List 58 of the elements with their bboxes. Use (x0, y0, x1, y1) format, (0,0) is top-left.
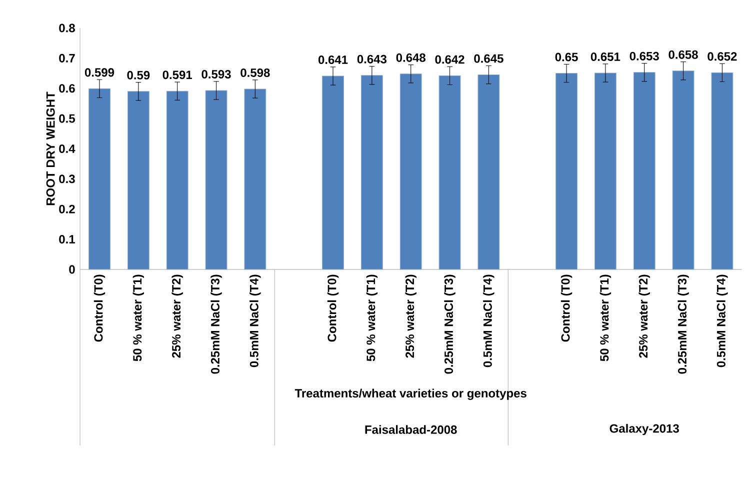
data-label: 0.593 (202, 70, 231, 79)
x-tick-label: 50 % water (T1) (132, 274, 144, 362)
x-tick-label: 0.25mM NaCl (T3) (678, 274, 689, 374)
data-label: 0.643 (357, 55, 387, 64)
x-tick-label: 50 % water (T1) (366, 274, 378, 362)
x-tick-label: Control (T0) (327, 274, 339, 342)
bar (360, 75, 383, 270)
data-label: 0.651 (590, 52, 620, 62)
data-label: 0.645 (474, 54, 504, 64)
data-label: 0.598 (240, 68, 270, 78)
data-label: 0.591 (162, 70, 192, 80)
y-tick-label: 0.5 (59, 114, 75, 124)
x-tick-label: 0.5mM NaCl (T4) (483, 274, 494, 368)
data-label: 0.658 (668, 50, 698, 60)
data-label: 0.642 (435, 55, 464, 64)
bar (438, 76, 461, 270)
x-tick-label: Control (T0) (94, 274, 106, 342)
bar (672, 70, 694, 270)
x-tick-label: 25% water (T2) (638, 274, 650, 358)
bar (322, 76, 344, 270)
bar (400, 74, 422, 270)
y-tick-label: 0 (69, 265, 75, 274)
x-tick-label: 25% water (T2) (172, 274, 183, 358)
data-label: 0.652 (708, 52, 737, 61)
data-label: 0.648 (396, 54, 426, 62)
y-tick-label: 0.7 (59, 54, 75, 63)
bar (127, 91, 150, 270)
y-tick-label: 0.3 (59, 174, 75, 184)
bar (205, 90, 228, 270)
y-tick-label: 0.8 (59, 24, 75, 33)
y-axis-title: ROOT DRY WEIGHT (46, 92, 55, 206)
x-tick-label: Control (T0) (560, 274, 572, 342)
x-tick-label: 0.25mM NaCl (T3) (444, 274, 456, 374)
text: Galaxy-2013 (610, 424, 679, 436)
bar (88, 88, 110, 270)
bar (556, 73, 578, 270)
bar (244, 88, 266, 270)
data-label: 0.59 (127, 71, 150, 80)
x-tick-label: 0.25mM NaCl (T3) (210, 274, 222, 374)
x-axis-title: Treatments/wheat varieties or genotypes (294, 388, 526, 400)
bar (594, 72, 616, 270)
y-tick-label: 0.2 (59, 205, 75, 214)
y-tick-label: 0.6 (59, 84, 75, 93)
y-tick-label: 0.1 (59, 235, 75, 244)
data-label: 0.641 (318, 56, 348, 64)
bar (711, 72, 734, 270)
x-tick-label: 25% water (T2) (405, 274, 416, 358)
y-tick-label: 0.4 (59, 144, 76, 154)
data-label: 0.65 (555, 53, 578, 62)
bar (478, 74, 500, 270)
data-label: 0.653 (630, 52, 659, 61)
x-tick-label: 0.5mM NaCl (T4) (250, 274, 261, 368)
text: Faisalabad-2008 (365, 425, 457, 434)
data-label: 0.599 (84, 68, 114, 77)
x-tick-label: 50 % water (T1) (600, 274, 612, 362)
x-tick-label: 0.5mM NaCl (T4) (716, 274, 728, 368)
bar (633, 72, 656, 270)
bar (166, 91, 188, 270)
